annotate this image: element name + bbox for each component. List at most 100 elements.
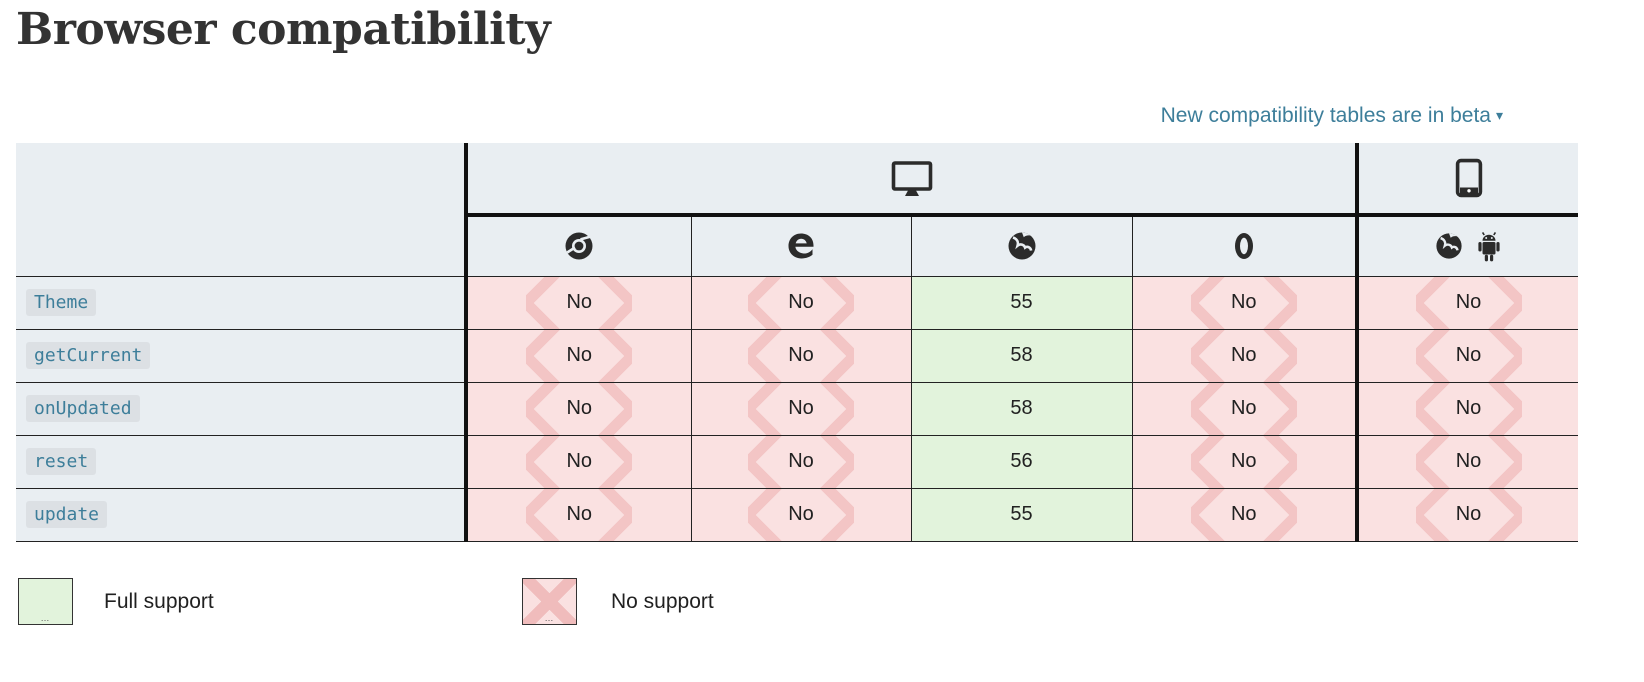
support-value: No [1230, 291, 1257, 313]
no-support-x-pattern [1415, 276, 1522, 328]
support-value: No [1230, 344, 1257, 366]
support-cell-no: No [1131, 276, 1357, 330]
support-cell-no: No [690, 488, 911, 542]
support-cell-no: No [464, 329, 691, 383]
support-value: No [1230, 397, 1257, 419]
table-row: getCurrent No No 58 No No [16, 329, 1578, 383]
support-value: 55 [1010, 503, 1033, 525]
legend: … Full support … No support [0, 578, 1644, 638]
support-cell-full: 55 [910, 276, 1132, 330]
browser-firefox-android-header [1355, 215, 1578, 277]
support-cell-no: No [464, 382, 691, 436]
platform-mobile-header [1355, 143, 1578, 217]
page-title: Browser compatibility [16, 4, 551, 55]
opera-icon [1234, 233, 1253, 260]
no-support-x-pattern [526, 435, 633, 487]
feature-link-update[interactable]: update [26, 501, 108, 528]
support-value: No [788, 397, 814, 419]
support-cell-no: No [464, 435, 691, 489]
feature-cell: update [16, 488, 466, 542]
support-value: 58 [1010, 397, 1033, 419]
no-support-x-pattern [526, 488, 633, 540]
legend-swatch-dots: … [544, 613, 555, 623]
support-cell-no: No [1355, 276, 1578, 330]
browser-opera-header [1131, 215, 1357, 277]
support-value: No [1455, 291, 1482, 313]
browser-firefox-header [910, 215, 1132, 277]
support-value: No [566, 397, 593, 419]
support-cell-full: 58 [910, 329, 1132, 383]
support-cell-no: No [690, 382, 911, 436]
support-cell-no: No [690, 276, 911, 330]
support-cell-no: No [1355, 382, 1578, 436]
feature-cell: reset [16, 435, 466, 489]
no-support-x-pattern [748, 488, 854, 540]
no-support-x-pattern [748, 382, 854, 434]
no-support-x-pattern [1415, 329, 1522, 381]
edge-icon [788, 233, 814, 259]
no-support-x-pattern [1190, 276, 1297, 328]
no-support-x-pattern [1415, 435, 1522, 487]
legend-no-support-label: No support [611, 590, 714, 613]
feature-cell: Theme [16, 276, 466, 330]
no-support-x-pattern [1190, 435, 1297, 487]
browser-edge-header [690, 215, 911, 277]
support-value: No [1455, 344, 1482, 366]
table-row: reset No No 56 No No [16, 435, 1578, 489]
desktop-icon [891, 160, 932, 196]
feature-link-getcurrent[interactable]: getCurrent [26, 342, 151, 369]
support-cell-full: 58 [910, 382, 1132, 436]
support-value: No [1455, 450, 1482, 472]
feature-cell: onUpdated [16, 382, 466, 436]
support-value: No [566, 344, 593, 366]
no-support-x-pattern [1415, 488, 1522, 540]
support-value: No [1455, 397, 1482, 419]
no-support-x-pattern [526, 329, 633, 381]
support-cell-no: No [1131, 488, 1357, 542]
support-cell-no: No [1355, 488, 1578, 542]
no-support-x-pattern [748, 276, 854, 328]
browser-chrome-header [464, 215, 691, 277]
table-row: onUpdated No No 58 No No [16, 382, 1578, 436]
corner-cell [16, 143, 468, 277]
chrome-icon [565, 232, 593, 260]
browser-header-row [16, 215, 1578, 277]
support-cell-no: No [690, 435, 911, 489]
support-value: 56 [1010, 450, 1033, 472]
legend-swatch-dots: … [40, 613, 51, 623]
mobile-icon [1455, 158, 1482, 198]
no-support-x-pattern [1415, 382, 1522, 434]
support-value: No [566, 291, 593, 313]
support-value: No [788, 503, 814, 525]
compat-table: Theme No No 55 No No getCurrent No No 58 No No onUpd… [16, 143, 1578, 542]
beta-row: New compatibility tables are in beta ▾ [1161, 104, 1503, 128]
support-value: No [1230, 503, 1257, 525]
support-cell-no: No [464, 276, 691, 330]
feature-link-reset[interactable]: reset [26, 448, 97, 475]
support-cell-full: 55 [910, 488, 1132, 542]
firefox-icon [1008, 232, 1035, 260]
feature-link-theme[interactable]: Theme [26, 289, 97, 316]
support-cell-no: No [1355, 435, 1578, 489]
feature-link-onupdated[interactable]: onUpdated [26, 395, 140, 422]
beta-link-label: New compatibility tables are in beta [1160, 104, 1491, 127]
support-value: No [788, 344, 814, 366]
support-cell-no: No [464, 488, 691, 542]
no-support-x-pattern [748, 435, 854, 487]
firefox-icon [1436, 233, 1462, 259]
support-value: No [788, 450, 814, 472]
support-cell-no: No [690, 329, 911, 383]
table-row: Theme No No 55 No No [16, 276, 1578, 330]
support-value: No [1230, 450, 1257, 472]
no-support-x-pattern [526, 382, 633, 434]
chevron-down-icon: ▾ [1495, 107, 1503, 123]
support-value: 55 [1010, 291, 1033, 313]
support-value: 58 [1010, 344, 1033, 366]
support-cell-full: 56 [910, 435, 1132, 489]
support-value: No [566, 450, 593, 472]
feature-cell: getCurrent [16, 329, 466, 383]
legend-full-support-label: Full support [104, 590, 214, 613]
support-value: No [1455, 503, 1482, 525]
beta-tables-link[interactable]: New compatibility tables are in beta ▾ [1161, 104, 1503, 127]
